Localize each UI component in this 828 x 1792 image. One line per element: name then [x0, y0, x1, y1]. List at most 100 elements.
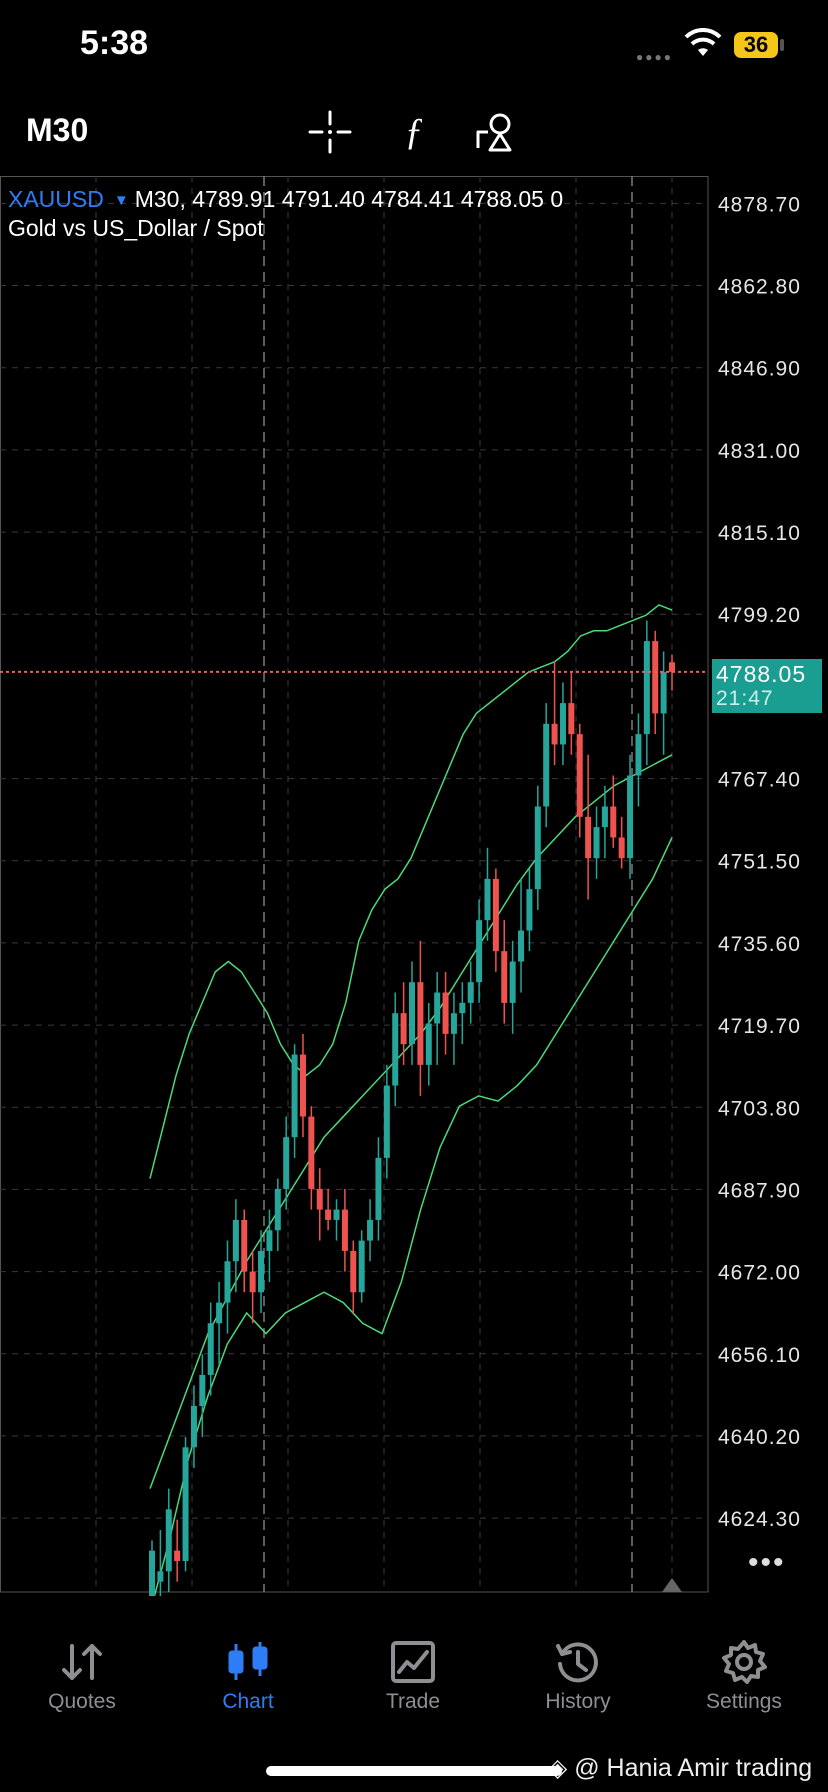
candle-body: [157, 1571, 164, 1582]
battery-tip: [780, 39, 784, 51]
candle-body: [484, 878, 491, 921]
chevron-down-icon[interactable]: ▼: [113, 192, 129, 209]
tab-trade[interactable]: Trade: [343, 1632, 483, 1714]
candle-body: [442, 992, 449, 1034]
bollinger-lower-line: [153, 837, 673, 1596]
candle-body: [459, 1002, 466, 1014]
candle-body: [643, 641, 650, 735]
candle-body: [509, 961, 516, 1003]
tab-quotes-label: Quotes: [48, 1690, 116, 1713]
candle-body: [417, 982, 424, 1065]
tab-history-label: History: [545, 1690, 611, 1713]
candle-body: [367, 1219, 374, 1241]
chart-toolbar: M30 ƒ: [0, 100, 828, 164]
chart-canvas[interactable]: 4878.70 4862.80 4846.90 4831.00 4815.10 4799.…: [0, 176, 828, 1596]
bollinger-middle-line: [149, 754, 673, 1489]
candle-body: [425, 1023, 432, 1065]
candle-body: [190, 1405, 197, 1448]
timeframe-button[interactable]: M30: [26, 112, 89, 148]
candle-body: [392, 1013, 399, 1086]
battery-indicator: 36: [734, 32, 778, 58]
objects-shapes-icon[interactable]: [472, 108, 520, 156]
tab-trade-label: Trade: [385, 1690, 441, 1713]
history-clock-icon: [556, 1642, 598, 1683]
current-price: 4788.05: [716, 660, 807, 687]
tab-quotes[interactable]: Quotes: [12, 1632, 152, 1714]
candle-body: [585, 816, 592, 859]
candle-body: [174, 1550, 181, 1561]
candle-body: [165, 1509, 172, 1572]
y-tick-label: 4656.10: [718, 1344, 801, 1367]
tab-chart[interactable]: Chart: [178, 1632, 318, 1714]
trade-graph-icon: [391, 1641, 435, 1683]
tab-settings-label: Settings: [706, 1690, 782, 1713]
candle-body: [274, 1188, 281, 1231]
bar-countdown: 21:47: [716, 686, 774, 710]
wifi-icon: [684, 28, 722, 56]
candle-body: [383, 1085, 390, 1158]
candle-body: [559, 703, 566, 745]
candle-body: [660, 672, 667, 714]
y-tick-label: 4878.70: [718, 193, 801, 216]
candle-body: [576, 734, 583, 817]
home-indicator: [266, 1766, 562, 1776]
more-options-icon[interactable]: •••: [748, 1546, 786, 1579]
y-tick-label: 4735.60: [718, 933, 801, 956]
y-tick-label: 4831.00: [718, 440, 801, 463]
cellular-signal-icon: ●●●●: [636, 50, 673, 64]
symbol-selector[interactable]: XAUUSD: [8, 186, 104, 212]
candle-body: [526, 889, 533, 931]
y-tick-label: 4703.80: [718, 1097, 801, 1120]
candle-body: [467, 982, 474, 1003]
y-tick-label: 4624.30: [718, 1508, 801, 1531]
quotes-arrows-icon: [62, 1644, 102, 1680]
y-tick-label: 4640.20: [718, 1426, 801, 1449]
y-tick-label: 4767.40: [718, 769, 801, 792]
indicators-function-icon[interactable]: ƒ: [390, 108, 438, 156]
instrument-description: Gold vs US_Dollar / Spot: [8, 215, 264, 241]
bollinger-upper-line: [149, 604, 673, 1179]
candle-body: [551, 723, 558, 745]
tab-history[interactable]: History: [508, 1632, 648, 1714]
candle-body: [283, 1137, 290, 1189]
candle-body: [450, 1013, 457, 1034]
candle-body: [207, 1323, 214, 1375]
current-price-tag: 4788.05 21:47: [712, 658, 822, 713]
candle-body: [518, 930, 525, 962]
candle-body: [400, 1013, 407, 1045]
candle-body: [635, 734, 642, 776]
watermark-text: @ Hania Amir trading: [574, 1754, 813, 1782]
candle-body: [601, 806, 608, 828]
price-chart[interactable]: 4878.70 4862.80 4846.90 4831.00 4815.10 4799.…: [0, 176, 828, 1596]
watermark: ◈ @ Hania Amir trading: [548, 1753, 812, 1783]
plot-frame: [0, 176, 709, 1593]
tab-settings[interactable]: Settings: [674, 1632, 814, 1714]
y-tick-label: 4672.00: [718, 1262, 801, 1285]
candle-body: [652, 641, 659, 714]
crosshair-icon[interactable]: [306, 108, 354, 156]
candle-body: [501, 951, 508, 1003]
candle-body: [182, 1447, 189, 1561]
candle-body: [316, 1188, 323, 1210]
chart-candles-icon: [228, 1642, 268, 1680]
chart-shift-marker: [662, 1578, 682, 1592]
candle-body: [333, 1209, 340, 1220]
candle-body: [266, 1230, 273, 1251]
candle-body: [618, 837, 625, 859]
status-bar: 5:38 ●●●● 36: [0, 0, 828, 90]
candle-body: [358, 1240, 365, 1293]
candle-body: [199, 1374, 206, 1406]
candle-body: [434, 992, 441, 1024]
candle-body: [492, 878, 499, 952]
status-time: 5:38: [80, 24, 149, 62]
candle-body: [476, 920, 483, 983]
y-tick-label: 4799.20: [718, 604, 801, 627]
candle-body: [241, 1219, 248, 1272]
candle-body: [568, 703, 575, 735]
y-tick-label: 4846.90: [718, 358, 801, 381]
candle-body: [216, 1302, 223, 1324]
candle-body: [291, 1054, 298, 1138]
candle-body: [299, 1054, 306, 1117]
info-comma: ,: [179, 186, 193, 212]
candle-body: [258, 1250, 265, 1293]
